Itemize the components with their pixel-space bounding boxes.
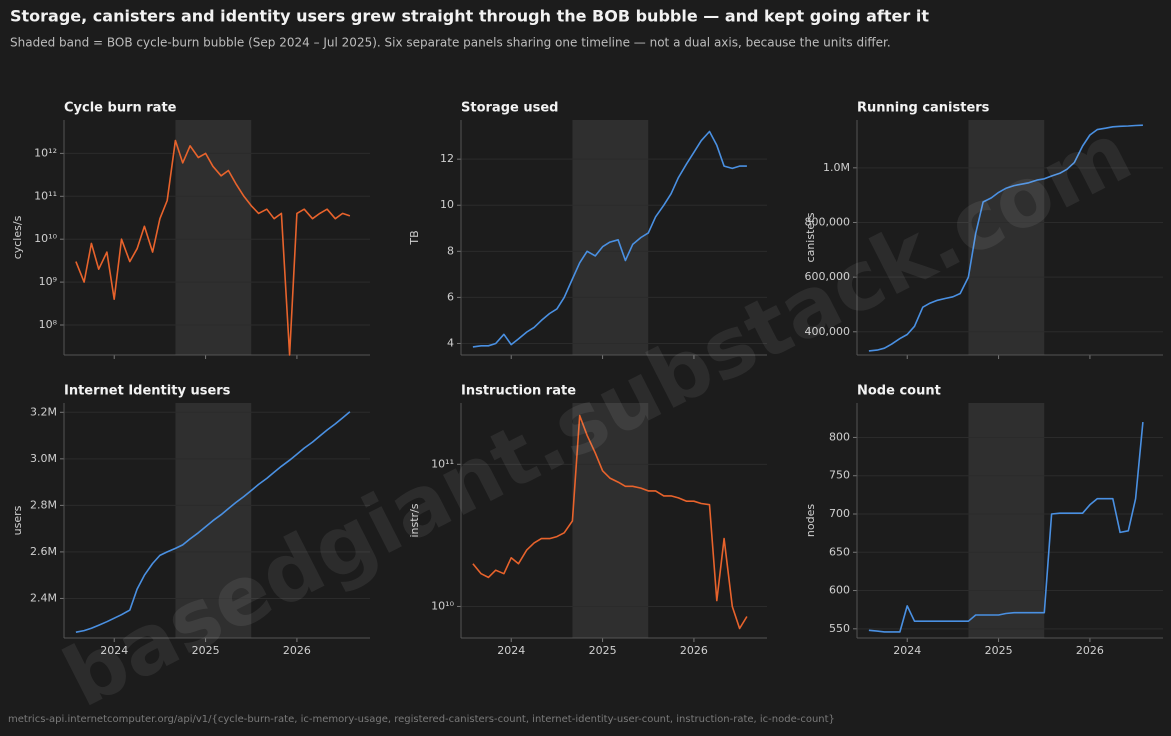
y-tick-label: 750 (829, 469, 850, 482)
x-tick-label: 2026 (680, 644, 708, 657)
y-tick-label: 600 (829, 584, 850, 597)
x-tick-label: 2026 (1076, 644, 1104, 657)
y-tick-label: 1.0M (823, 161, 850, 174)
y-tick-label: 6 (447, 290, 454, 303)
x-tick-label: 2026 (283, 644, 311, 657)
bubble-band (175, 120, 252, 355)
y-tick-label: 550 (829, 622, 850, 635)
panel-title: Internet Identity users (64, 384, 231, 399)
x-tick-label: 2025 (985, 644, 1013, 657)
data-line (868, 124, 1143, 352)
panel-title: Cycle burn rate (64, 101, 177, 116)
bubble-band (968, 403, 1045, 638)
y-tick-label: 10¹¹ (431, 457, 454, 470)
x-tick-label: 2024 (893, 644, 921, 657)
bubble-band (572, 403, 649, 638)
y-axis-label: canisters (804, 212, 817, 262)
y-axis-label: TB (408, 230, 421, 245)
y-axis-label: cycles/s (11, 215, 24, 259)
y-axis-label: users (11, 505, 24, 535)
x-tick-label: 2025 (192, 644, 220, 657)
panel-title: Node count (857, 384, 941, 399)
y-tick-label: 2.6M (30, 545, 57, 558)
data-line (472, 130, 747, 348)
panel-title: Running canisters (857, 101, 990, 116)
y-tick-label: 650 (829, 545, 850, 558)
y-tick-label: 3.0M (30, 452, 57, 465)
y-axis-label: instr/s (408, 503, 421, 537)
y-tick-label: 8 (447, 244, 454, 257)
y-tick-label: 400,000 (805, 325, 851, 338)
bubble-band (572, 120, 649, 355)
y-tick-label: 800,000 (805, 215, 851, 228)
y-tick-label: 600,000 (805, 270, 851, 283)
y-tick-label: 10¹¹ (34, 189, 57, 202)
y-tick-label: 10¹⁰ (431, 599, 454, 612)
y-tick-label: 10⁸ (39, 318, 58, 331)
x-tick-label: 2024 (100, 644, 128, 657)
y-tick-label: 4 (447, 336, 454, 349)
bubble-band (968, 120, 1045, 355)
page-subtitle: Shaded band = BOB cycle-burn bubble (Sep… (10, 36, 891, 50)
panel-title: Storage used (461, 101, 558, 116)
y-tick-label: 10¹² (34, 146, 57, 159)
y-tick-label: 10⁹ (39, 275, 57, 288)
x-tick-label: 2025 (589, 644, 617, 657)
panels: Cycle burn rate cycles/s 10⁸ 10⁹ 10¹⁰ 10¹¹ 10¹… (11, 101, 1163, 657)
y-tick-label: 800 (829, 430, 850, 443)
y-tick-label: 700 (829, 507, 850, 520)
data-line (75, 139, 351, 356)
page-title: Storage, canisters and identity users gr… (10, 7, 929, 26)
y-tick-label: 2.4M (30, 591, 57, 604)
y-tick-label: 10 (440, 198, 454, 211)
y-axis-label: nodes (804, 504, 817, 537)
data-line (75, 411, 351, 633)
source-note: metrics-api.internetcomputer.org/api/v1/… (8, 714, 835, 725)
y-tick-label: 10¹⁰ (34, 232, 57, 245)
y-tick-label: 2.8M (30, 498, 57, 511)
x-tick-label: 2024 (497, 644, 525, 657)
y-tick-label: 12 (440, 152, 454, 165)
panel-title: Instruction rate (461, 384, 576, 399)
data-line (868, 422, 1144, 633)
y-tick-label: 3.2M (30, 405, 57, 418)
data-line (472, 414, 748, 630)
